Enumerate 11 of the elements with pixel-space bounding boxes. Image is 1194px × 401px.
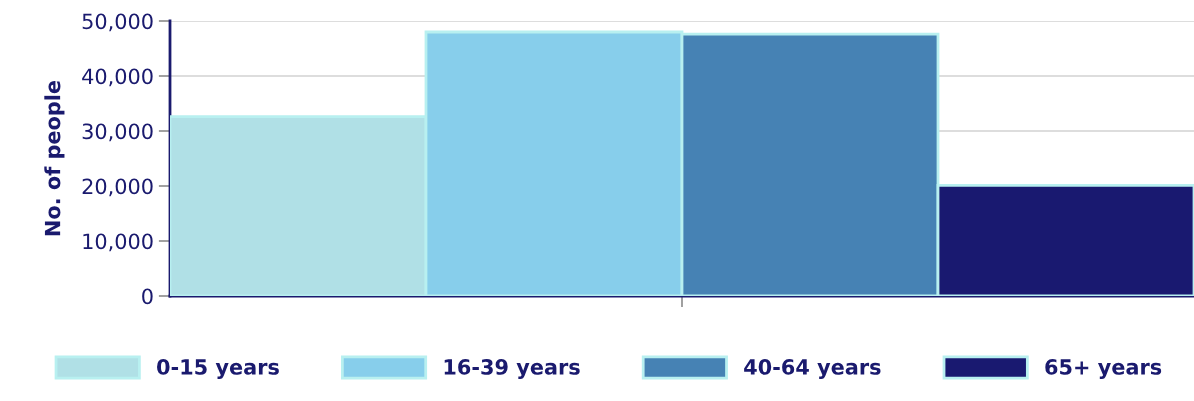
y-axis-title: No. of people	[44, 80, 65, 236]
y-tick-label: 50,000	[82, 13, 153, 32]
y-tick-label: 0	[142, 288, 153, 305]
legend-label: 16-39 years	[444, 359, 580, 379]
legend-label: 40-64 years	[744, 359, 881, 379]
legend-label: 0-15 years	[157, 359, 279, 379]
y-tick-label: 20,000	[82, 178, 153, 197]
y-tick-label: 40,000	[82, 68, 153, 87]
y-tick-label: 10,000	[83, 233, 153, 252]
legend-label: 65+ years	[1045, 359, 1162, 379]
y-tick-label: 30,000	[82, 123, 153, 142]
